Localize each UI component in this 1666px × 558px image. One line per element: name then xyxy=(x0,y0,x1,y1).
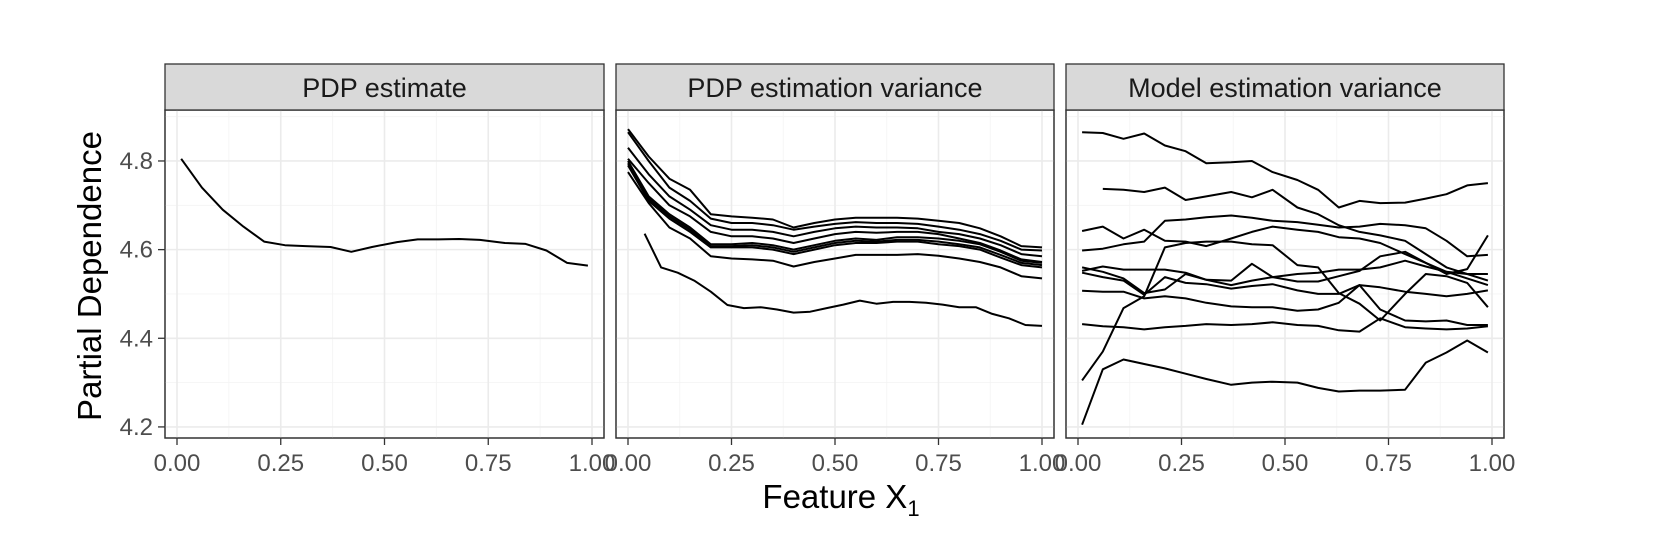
y-tick-label: 4.6 xyxy=(120,237,153,264)
x-tick-label: 1.00 xyxy=(1019,450,1066,477)
x-tick-label: 0.00 xyxy=(154,450,201,477)
facet-panel-2: PDP estimation variance 0.00 0.25 0.50 0.75 1… xyxy=(605,63,1066,477)
series-line-9 xyxy=(1081,240,1489,381)
x-tick-label: 0.25 xyxy=(257,450,304,477)
x-tick-label: 0.75 xyxy=(915,450,962,477)
facet-strip xyxy=(164,63,605,111)
series-line-10 xyxy=(1081,339,1489,426)
series-line-4 xyxy=(627,158,1043,263)
series-line-7 xyxy=(1082,284,1488,326)
x-axis-title: Feature X1 xyxy=(762,478,919,521)
x-axis-title-main: Feature X xyxy=(762,478,907,515)
facet-title: PDP estimation variance xyxy=(687,73,982,103)
series-line-4 xyxy=(1082,214,1488,258)
x-tick-label: 0.25 xyxy=(708,450,755,477)
y-tick-label: 4.8 xyxy=(120,148,153,175)
x-tick-label: 0.50 xyxy=(812,450,859,477)
series-line-1 xyxy=(180,158,589,267)
series-line-2 xyxy=(627,131,1043,252)
facet-strip xyxy=(1065,63,1505,111)
facet-strip xyxy=(615,63,1055,111)
y-axis-title: Partial Dependence xyxy=(71,131,108,421)
series-line-1 xyxy=(627,128,1043,249)
series-line-8 xyxy=(627,171,1043,280)
series-line-11 xyxy=(1081,234,1489,295)
x-tick-label: 0.00 xyxy=(1055,450,1102,477)
y-axis: 4.2 4.4 4.6 4.8 xyxy=(120,148,165,441)
facet-panel-1: PDP estimate 0.00 0.25 0.50 0.75 1.00 xyxy=(154,63,616,477)
series-line-7 xyxy=(627,164,1043,269)
x-tick-label: 1.00 xyxy=(1469,450,1516,477)
x-tick-label: 0.75 xyxy=(465,450,512,477)
series-line-5 xyxy=(1081,259,1488,287)
x-tick-label: 0.50 xyxy=(361,450,408,477)
x-tick-label: 0.50 xyxy=(1262,450,1309,477)
series-line-2 xyxy=(1102,186,1489,282)
x-tick-label: 0.00 xyxy=(605,450,652,477)
x-axis-title-subscript: 1 xyxy=(907,496,919,521)
series-line-6 xyxy=(627,162,1043,267)
x-tick-label: 0.75 xyxy=(1365,450,1412,477)
facet-panel-3: Model estimation variance 0.00 0.25 0.50 0.7… xyxy=(1055,63,1516,477)
y-tick-label: 4.2 xyxy=(120,414,153,441)
x-tick-label: 1.00 xyxy=(569,450,616,477)
x-tick-label: 0.25 xyxy=(1158,450,1205,477)
facet-title: PDP estimate xyxy=(302,73,467,103)
series-line-5 xyxy=(627,160,1043,264)
series-line-3 xyxy=(627,147,1043,258)
series-line-8 xyxy=(1081,317,1489,333)
facet-title: Model estimation variance xyxy=(1128,73,1442,103)
series-line-1 xyxy=(1082,131,1489,209)
y-tick-label: 4.4 xyxy=(120,325,153,352)
series-line-9 xyxy=(643,233,1043,327)
